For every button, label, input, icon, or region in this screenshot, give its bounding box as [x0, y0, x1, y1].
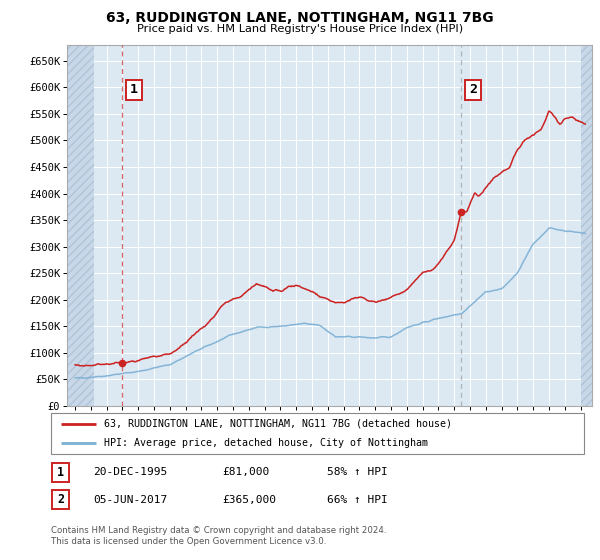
- Text: 2: 2: [469, 83, 477, 96]
- Text: 63, RUDDINGTON LANE, NOTTINGHAM, NG11 7BG (detached house): 63, RUDDINGTON LANE, NOTTINGHAM, NG11 7B…: [104, 419, 452, 429]
- Text: 63, RUDDINGTON LANE, NOTTINGHAM, NG11 7BG: 63, RUDDINGTON LANE, NOTTINGHAM, NG11 7B…: [106, 11, 494, 25]
- Text: Price paid vs. HM Land Registry's House Price Index (HPI): Price paid vs. HM Land Registry's House …: [137, 24, 463, 34]
- Text: HPI: Average price, detached house, City of Nottingham: HPI: Average price, detached house, City…: [104, 438, 428, 448]
- Text: 58% ↑ HPI: 58% ↑ HPI: [327, 467, 388, 477]
- Text: £81,000: £81,000: [222, 467, 269, 477]
- Text: Contains HM Land Registry data © Crown copyright and database right 2024.
This d: Contains HM Land Registry data © Crown c…: [51, 526, 386, 546]
- Text: 2: 2: [57, 493, 64, 506]
- Text: £365,000: £365,000: [222, 494, 276, 505]
- Text: 66% ↑ HPI: 66% ↑ HPI: [327, 494, 388, 505]
- Text: 20-DEC-1995: 20-DEC-1995: [93, 467, 167, 477]
- Text: 1: 1: [57, 465, 64, 479]
- Text: 05-JUN-2017: 05-JUN-2017: [93, 494, 167, 505]
- Text: 1: 1: [130, 83, 138, 96]
